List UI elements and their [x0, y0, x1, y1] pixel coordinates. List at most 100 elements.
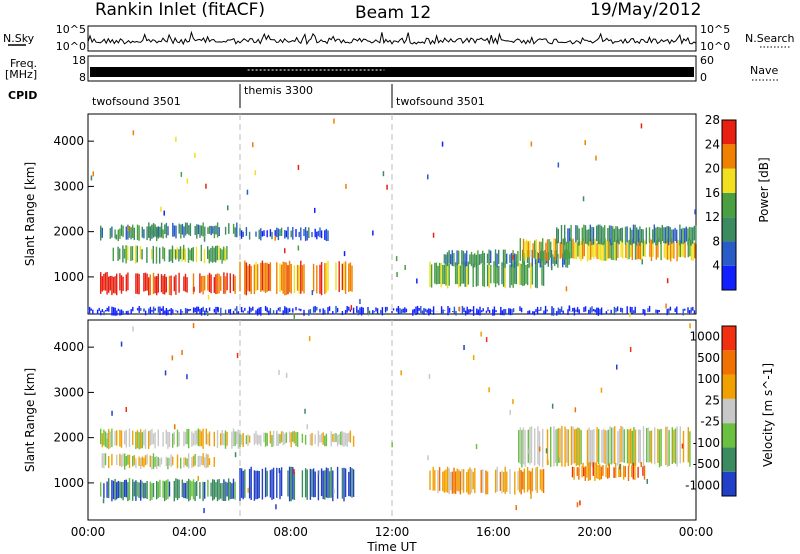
echo-scatter [638, 429, 641, 435]
nave-tick-top: 60 [700, 54, 714, 67]
colorbar-segment [722, 423, 736, 448]
echo-scatter [538, 446, 541, 452]
echo-scatter [160, 206, 162, 212]
echo-scatter [551, 403, 554, 409]
colorbar-tick-label: 500 [697, 351, 720, 365]
echo-scatter [293, 469, 295, 475]
colorbar-frame [721, 119, 737, 291]
echo-scatter [171, 355, 174, 361]
echo-scatter [350, 305, 353, 311]
echo-scatter [278, 468, 281, 473]
echo-scatter [293, 313, 295, 319]
echo-scatter [297, 164, 300, 170]
echo-scatter [558, 457, 560, 463]
echo-scatter [404, 265, 406, 270]
echo-scatter [247, 487, 249, 493]
echo-scatter [274, 235, 276, 241]
echo-scatter [207, 294, 210, 300]
echo-scatter [132, 326, 134, 332]
colorbar-segment [722, 168, 736, 193]
y-tick-label: 4000 [53, 134, 84, 148]
echo-scatter [343, 251, 346, 257]
echo-scatter [574, 407, 577, 413]
echo-scatter [127, 226, 130, 232]
echo-scatter [382, 171, 385, 177]
echo-scatter [557, 162, 560, 168]
echo-scatter [428, 373, 431, 379]
beam-label: Beam 12 [355, 3, 431, 23]
y-tick-label: 3000 [53, 385, 84, 399]
echo-scatter [180, 171, 183, 177]
echo-scatter [372, 230, 374, 236]
echo-scatter [432, 232, 435, 238]
y-tick-label: 2000 [53, 225, 84, 239]
colorbar-segment [722, 326, 736, 351]
freq-trace [90, 67, 694, 77]
nsky-tick-bottom: 10^0 [56, 40, 86, 53]
echo-scatter [164, 370, 167, 376]
y-tick-label: 3000 [53, 179, 84, 193]
echo-scatter [458, 306, 461, 312]
power-panel: 1000 2000 3000 4000 Slant Range [km] 4 8 12 16… [23, 113, 771, 319]
velocity-echoes [99, 320, 691, 520]
echo-scatter [205, 183, 207, 189]
y-tick-label: 2000 [53, 431, 84, 445]
echo-scatter [512, 399, 514, 405]
echo-scatter [333, 118, 335, 124]
echo-scatter [333, 488, 335, 494]
echo-scatter [186, 374, 188, 380]
echo-scatter [616, 364, 618, 370]
velocity-colorbar-label: Velocity [m s^-1] [761, 363, 775, 467]
time-tick-label: 00:00 [679, 525, 714, 539]
echo-scatter [102, 498, 105, 504]
echo-scatter [579, 500, 581, 506]
echo-scatter [463, 345, 465, 350]
nsearch-tick-bottom: 10^0 [700, 40, 730, 53]
colorbar-segment [722, 350, 736, 375]
echo-scatter [629, 347, 632, 352]
date-label: 19/May/2012 [590, 0, 702, 20]
y-tick-label: 1000 [53, 270, 84, 284]
echo-scatter [90, 175, 93, 181]
echo-scatter [485, 337, 488, 343]
colorbar-segment [722, 217, 736, 242]
echo-scatter [92, 171, 94, 177]
echo-scatter [666, 278, 669, 284]
echo-scatter [576, 502, 579, 508]
y-tick-label: 4000 [53, 340, 84, 354]
colorbar-segment [722, 265, 736, 290]
echo-scatter [194, 152, 196, 158]
time-tick-label: 12:00 [375, 525, 410, 539]
echo-scatter [565, 286, 568, 292]
power-y-axis-label: Slant Range [km] [23, 162, 37, 266]
echo-scatter [689, 323, 691, 329]
time-tick-label: 00:00 [71, 525, 106, 539]
echo-scatter [641, 259, 643, 265]
echo-scatter [427, 174, 429, 180]
nsky-trace [87, 30, 697, 46]
echo-scatter [278, 369, 280, 375]
nsky-trace-line [87, 30, 697, 46]
echo-scatter [306, 424, 308, 430]
colorbar-segment [722, 120, 736, 145]
echo-scatter [646, 478, 648, 484]
echo-scatter [600, 387, 603, 393]
nsearch-label: N.Search [745, 32, 795, 45]
colorbar-tick-label: -500 [693, 457, 720, 471]
velocity-y-axis: 1000 2000 3000 4000 [53, 340, 94, 490]
echo-scatter [203, 236, 206, 242]
colorbar-segment [722, 144, 736, 169]
echo-scatter [120, 341, 123, 347]
nsky-tick-top: 10^5 [56, 23, 86, 36]
echo-scatter [395, 256, 398, 262]
echo-scatter [475, 444, 478, 450]
echo-scatter [488, 387, 490, 393]
freq-label: Freq. [10, 57, 37, 70]
echo-scatter [311, 290, 314, 296]
echo-scatter [252, 142, 254, 148]
colorbar-segment [722, 374, 736, 399]
echo-scatter [545, 448, 548, 454]
freq-strip-frame [87, 55, 697, 82]
echo-scatter [640, 462, 642, 467]
echo-scatter [386, 184, 388, 190]
